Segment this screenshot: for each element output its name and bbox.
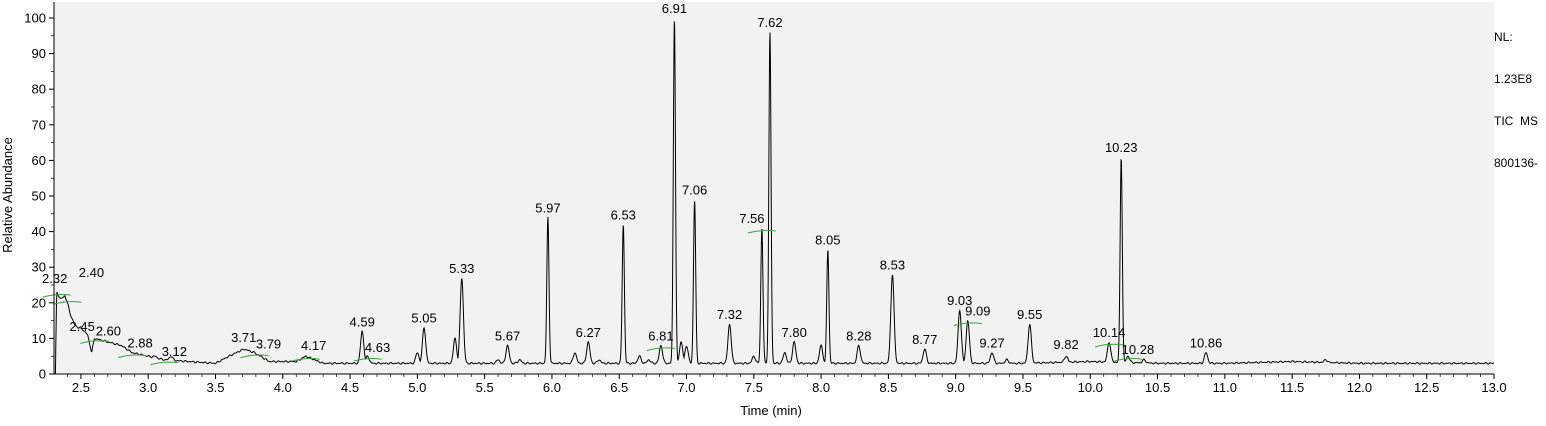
- y-tick-label: 60: [32, 153, 46, 168]
- integration-marker: [1094, 343, 1124, 348]
- integration-marker: [953, 322, 982, 327]
- x-tick-label: 10.5: [1145, 380, 1170, 395]
- peak-label: 2.88: [127, 336, 152, 351]
- tic-trace-line: [54, 21, 1495, 375]
- integration-marker: [291, 358, 320, 362]
- x-tick-label: 8.5: [879, 380, 897, 395]
- x-tick-label: 10.0: [1078, 380, 1103, 395]
- peak-label: 5.97: [535, 200, 560, 215]
- x-tick-label: 6.5: [610, 380, 628, 395]
- peak-label-layer: 2.32 2.40 2.45 2.60 2.88 3.12 3.71 3.79 4.17 4.59…: [42, 1, 1222, 359]
- integration-marker: [646, 347, 676, 352]
- peak-label: 9.55: [1017, 307, 1042, 322]
- y-axis-title: Relative Abundance: [0, 137, 15, 253]
- peak-label: 2.40: [79, 265, 104, 280]
- peak-label: 4.17: [301, 338, 326, 353]
- peak-label: 5.67: [495, 329, 520, 344]
- y-tick-label: 20: [32, 295, 46, 310]
- peak-label: 6.91: [662, 1, 687, 16]
- peak-label: 9.82: [1053, 337, 1078, 352]
- x-axis-title: Time (min): [740, 403, 802, 418]
- nl-label: NL:: [1494, 30, 1513, 44]
- y-tick-label: 0: [39, 367, 46, 382]
- x-tick-label: 4.5: [341, 380, 359, 395]
- peak-label: 2.45: [70, 319, 95, 334]
- peak-label: 5.33: [449, 261, 474, 276]
- peak-label: 8.05: [815, 232, 840, 247]
- y-tick-label: 30: [32, 260, 46, 275]
- integration-marker: [353, 358, 382, 362]
- peak-label: 4.63: [365, 340, 390, 355]
- integration-marker-layer: [42, 229, 1143, 366]
- peak-label: 10.86: [1190, 336, 1223, 351]
- plot-background: [54, 2, 1494, 374]
- y-tick-label: 70: [32, 117, 46, 132]
- peak-label: 2.60: [96, 323, 121, 338]
- peak-label: 3.12: [162, 344, 187, 359]
- peak-label: 8.77: [912, 332, 937, 347]
- peak-label: 7.56: [739, 211, 764, 226]
- y-tick-label: 100: [24, 11, 46, 26]
- peak-label: 7.32: [717, 307, 742, 322]
- file-name: 800136-: [1494, 156, 1539, 170]
- x-tick-label: 2.5: [72, 380, 90, 395]
- integration-marker: [1113, 358, 1143, 362]
- x-tick-label: 12.0: [1347, 380, 1372, 395]
- integration-marker: [42, 293, 71, 298]
- peak-label: 6.27: [576, 325, 601, 340]
- integration-marker: [150, 361, 179, 366]
- peak-label: 8.28: [846, 329, 871, 344]
- scan-info-panel: NL: 1.23E8 TIC MS 800136-: [1494, 2, 1546, 184]
- peak-label: 3.79: [256, 337, 281, 352]
- x-tick-label: 9.5: [1014, 380, 1032, 395]
- peak-label: 2.32: [42, 271, 67, 286]
- x-tick-label: 9.0: [947, 380, 965, 395]
- trace-layer: [54, 21, 1495, 375]
- integration-marker: [240, 354, 269, 359]
- x-tick-label: 3.0: [139, 380, 157, 395]
- peak-label: 9.27: [979, 336, 1004, 351]
- integration-marker: [53, 301, 82, 305]
- y-tick-label: 50: [32, 189, 46, 204]
- x-tick-label: 8.0: [812, 380, 830, 395]
- peak-label: 5.05: [411, 311, 436, 326]
- peak-label: 3.71: [231, 330, 256, 345]
- x-tick-label: 5.5: [476, 380, 494, 395]
- x-tick-label: 3.5: [206, 380, 224, 395]
- x-tick-label: 13.0: [1481, 380, 1506, 395]
- y-tick-label: 90: [32, 46, 46, 61]
- peak-label: 9.09: [965, 304, 990, 319]
- x-tick-label: 6.0: [543, 380, 561, 395]
- peak-label: 9.03: [947, 293, 972, 308]
- x-tick-label: 12.5: [1414, 380, 1439, 395]
- x-tick-label: 11.5: [1280, 380, 1304, 395]
- x-tick-label: 4.0: [274, 380, 292, 395]
- scan-filter: TIC MS: [1494, 114, 1538, 128]
- x-tick-label: 7.5: [745, 380, 763, 395]
- x-tick-label: 5.0: [408, 380, 426, 395]
- integration-marker: [80, 340, 109, 344]
- peak-label: 7.62: [757, 15, 782, 30]
- integration-marker: [117, 354, 147, 359]
- y-tick-label: 40: [32, 224, 46, 239]
- peak-label: 7.80: [782, 325, 807, 340]
- x-tick-label: 11.0: [1213, 380, 1237, 395]
- y-tick-label: 10: [32, 331, 46, 346]
- peak-label: 10.28: [1122, 342, 1155, 357]
- peak-label: 10.14: [1093, 325, 1126, 340]
- nl-value: 1.23E8: [1494, 72, 1533, 86]
- peak-label: 6.81: [648, 329, 673, 344]
- integration-marker: [747, 229, 776, 234]
- peak-label: 4.59: [350, 314, 375, 329]
- peak-label: 7.06: [682, 183, 707, 198]
- peak-label: 8.53: [880, 257, 905, 272]
- peak-label: 6.53: [611, 207, 636, 222]
- x-tick-label: 7.0: [677, 380, 695, 395]
- y-tick-label: 80: [32, 82, 46, 97]
- peak-label: 10.23: [1105, 140, 1138, 155]
